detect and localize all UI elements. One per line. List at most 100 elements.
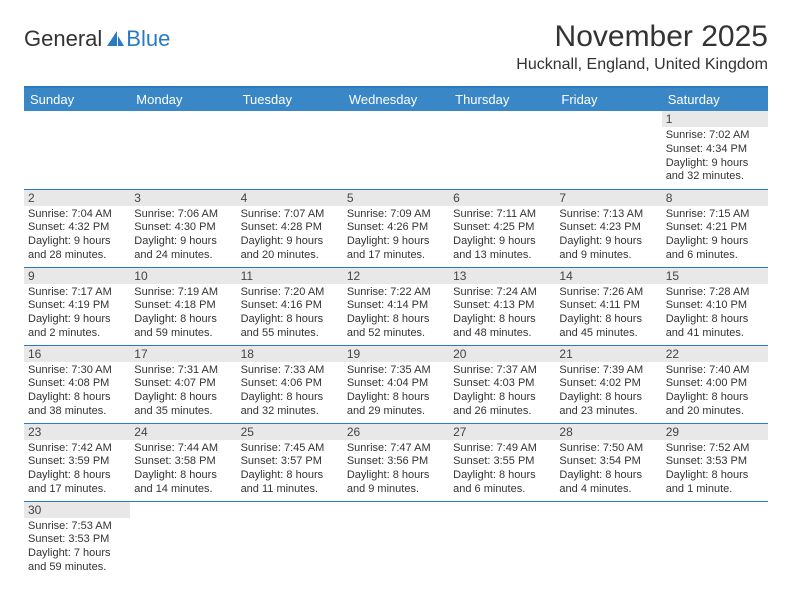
calendar-cell: 24Sunrise: 7:44 AMSunset: 3:58 PMDayligh… <box>130 423 236 501</box>
day-number: 25 <box>237 424 343 440</box>
day-number: 12 <box>343 268 449 284</box>
day-line: and 35 minutes. <box>134 405 232 419</box>
day-line: Sunset: 4:06 PM <box>241 377 339 391</box>
day-line: and 41 minutes. <box>666 327 764 341</box>
day-line: and 38 minutes. <box>28 405 126 419</box>
day-line: Daylight: 8 hours <box>559 391 657 405</box>
day-line: Sunset: 4:34 PM <box>666 143 764 157</box>
day-line: Daylight: 8 hours <box>241 469 339 483</box>
day-line: Sunset: 4:07 PM <box>134 377 232 391</box>
day-number: 29 <box>662 424 768 440</box>
day-line: Sunset: 4:03 PM <box>453 377 551 391</box>
day-number: 20 <box>449 346 555 362</box>
day-data: Sunrise: 7:42 AMSunset: 3:59 PMDaylight:… <box>24 440 130 500</box>
day-line: Sunrise: 7:30 AM <box>28 364 126 378</box>
day-line: Sunrise: 7:20 AM <box>241 286 339 300</box>
day-line: and 6 minutes. <box>453 483 551 497</box>
month-title: November 2025 <box>516 20 768 54</box>
calendar-cell <box>555 111 661 189</box>
calendar-cell: 23Sunrise: 7:42 AMSunset: 3:59 PMDayligh… <box>24 423 130 501</box>
weekday-header: Saturday <box>662 88 768 111</box>
day-line: Sunset: 4:30 PM <box>134 221 232 235</box>
day-line: and 9 minutes. <box>559 249 657 263</box>
day-line: Daylight: 8 hours <box>559 313 657 327</box>
day-line: Sunset: 3:56 PM <box>347 455 445 469</box>
day-line: Sunrise: 7:17 AM <box>28 286 126 300</box>
weekday-header: Friday <box>555 88 661 111</box>
calendar-cell <box>130 501 236 579</box>
day-number: 13 <box>449 268 555 284</box>
day-line: Daylight: 8 hours <box>241 391 339 405</box>
day-line: Sunset: 3:53 PM <box>666 455 764 469</box>
day-line: Sunset: 4:23 PM <box>559 221 657 235</box>
calendar-cell: 13Sunrise: 7:24 AMSunset: 4:13 PMDayligh… <box>449 267 555 345</box>
day-line: Daylight: 8 hours <box>453 391 551 405</box>
day-line: Daylight: 8 hours <box>666 469 764 483</box>
day-line: Sunrise: 7:09 AM <box>347 208 445 222</box>
calendar-cell: 30Sunrise: 7:53 AMSunset: 3:53 PMDayligh… <box>24 501 130 579</box>
day-number: 16 <box>24 346 130 362</box>
calendar-cell <box>343 501 449 579</box>
day-number: 18 <box>237 346 343 362</box>
day-line: Daylight: 9 hours <box>453 235 551 249</box>
day-line: Sunset: 3:58 PM <box>134 455 232 469</box>
day-number: 15 <box>662 268 768 284</box>
day-data: Sunrise: 7:24 AMSunset: 4:13 PMDaylight:… <box>449 284 555 344</box>
day-data: Sunrise: 7:44 AMSunset: 3:58 PMDaylight:… <box>130 440 236 500</box>
calendar-cell: 11Sunrise: 7:20 AMSunset: 4:16 PMDayligh… <box>237 267 343 345</box>
calendar-week: 9Sunrise: 7:17 AMSunset: 4:19 PMDaylight… <box>24 267 768 345</box>
calendar-cell <box>237 501 343 579</box>
calendar-week: 1Sunrise: 7:02 AMSunset: 4:34 PMDaylight… <box>24 111 768 189</box>
day-number: 10 <box>130 268 236 284</box>
day-line: Daylight: 9 hours <box>241 235 339 249</box>
calendar-cell <box>237 111 343 189</box>
day-line: Daylight: 8 hours <box>28 391 126 405</box>
day-data: Sunrise: 7:09 AMSunset: 4:26 PMDaylight:… <box>343 206 449 266</box>
calendar-week: 30Sunrise: 7:53 AMSunset: 3:53 PMDayligh… <box>24 501 768 579</box>
day-line: Sunset: 4:16 PM <box>241 299 339 313</box>
day-line: Sunrise: 7:45 AM <box>241 442 339 456</box>
location: Hucknall, England, United Kingdom <box>516 56 768 74</box>
day-line: Sunrise: 7:40 AM <box>666 364 764 378</box>
day-line: Sunrise: 7:53 AM <box>28 520 126 534</box>
day-line: and 20 minutes. <box>666 405 764 419</box>
day-line: Sunrise: 7:04 AM <box>28 208 126 222</box>
day-line: Sunrise: 7:26 AM <box>559 286 657 300</box>
day-data: Sunrise: 7:02 AMSunset: 4:34 PMDaylight:… <box>662 127 768 187</box>
day-number: 30 <box>24 502 130 518</box>
day-number: 23 <box>24 424 130 440</box>
day-line: and 2 minutes. <box>28 327 126 341</box>
calendar-cell <box>343 111 449 189</box>
calendar-cell <box>449 501 555 579</box>
day-number: 11 <box>237 268 343 284</box>
day-data: Sunrise: 7:11 AMSunset: 4:25 PMDaylight:… <box>449 206 555 266</box>
calendar-week: 23Sunrise: 7:42 AMSunset: 3:59 PMDayligh… <box>24 423 768 501</box>
day-line: Sunset: 3:55 PM <box>453 455 551 469</box>
calendar-cell <box>555 501 661 579</box>
day-number: 7 <box>555 190 661 206</box>
calendar-cell: 3Sunrise: 7:06 AMSunset: 4:30 PMDaylight… <box>130 189 236 267</box>
title-block: November 2025 Hucknall, England, United … <box>516 20 768 74</box>
day-line: Sunrise: 7:19 AM <box>134 286 232 300</box>
day-line: Sunrise: 7:44 AM <box>134 442 232 456</box>
day-data: Sunrise: 7:31 AMSunset: 4:07 PMDaylight:… <box>130 362 236 422</box>
day-line: and 1 minute. <box>666 483 764 497</box>
calendar-week: 16Sunrise: 7:30 AMSunset: 4:08 PMDayligh… <box>24 345 768 423</box>
weekday-row: Sunday Monday Tuesday Wednesday Thursday… <box>24 88 768 111</box>
day-number: 28 <box>555 424 661 440</box>
day-line: and 13 minutes. <box>453 249 551 263</box>
day-line: Daylight: 8 hours <box>134 313 232 327</box>
calendar-cell: 4Sunrise: 7:07 AMSunset: 4:28 PMDaylight… <box>237 189 343 267</box>
day-line: Sunrise: 7:31 AM <box>134 364 232 378</box>
calendar-cell: 21Sunrise: 7:39 AMSunset: 4:02 PMDayligh… <box>555 345 661 423</box>
day-line: Sunset: 4:11 PM <box>559 299 657 313</box>
day-line: and 28 minutes. <box>28 249 126 263</box>
day-line: and 52 minutes. <box>347 327 445 341</box>
day-line: Daylight: 8 hours <box>559 469 657 483</box>
calendar-cell: 20Sunrise: 7:37 AMSunset: 4:03 PMDayligh… <box>449 345 555 423</box>
day-number: 19 <box>343 346 449 362</box>
day-line: Daylight: 8 hours <box>347 469 445 483</box>
calendar-cell: 9Sunrise: 7:17 AMSunset: 4:19 PMDaylight… <box>24 267 130 345</box>
calendar-cell <box>130 111 236 189</box>
day-line: Daylight: 9 hours <box>28 235 126 249</box>
